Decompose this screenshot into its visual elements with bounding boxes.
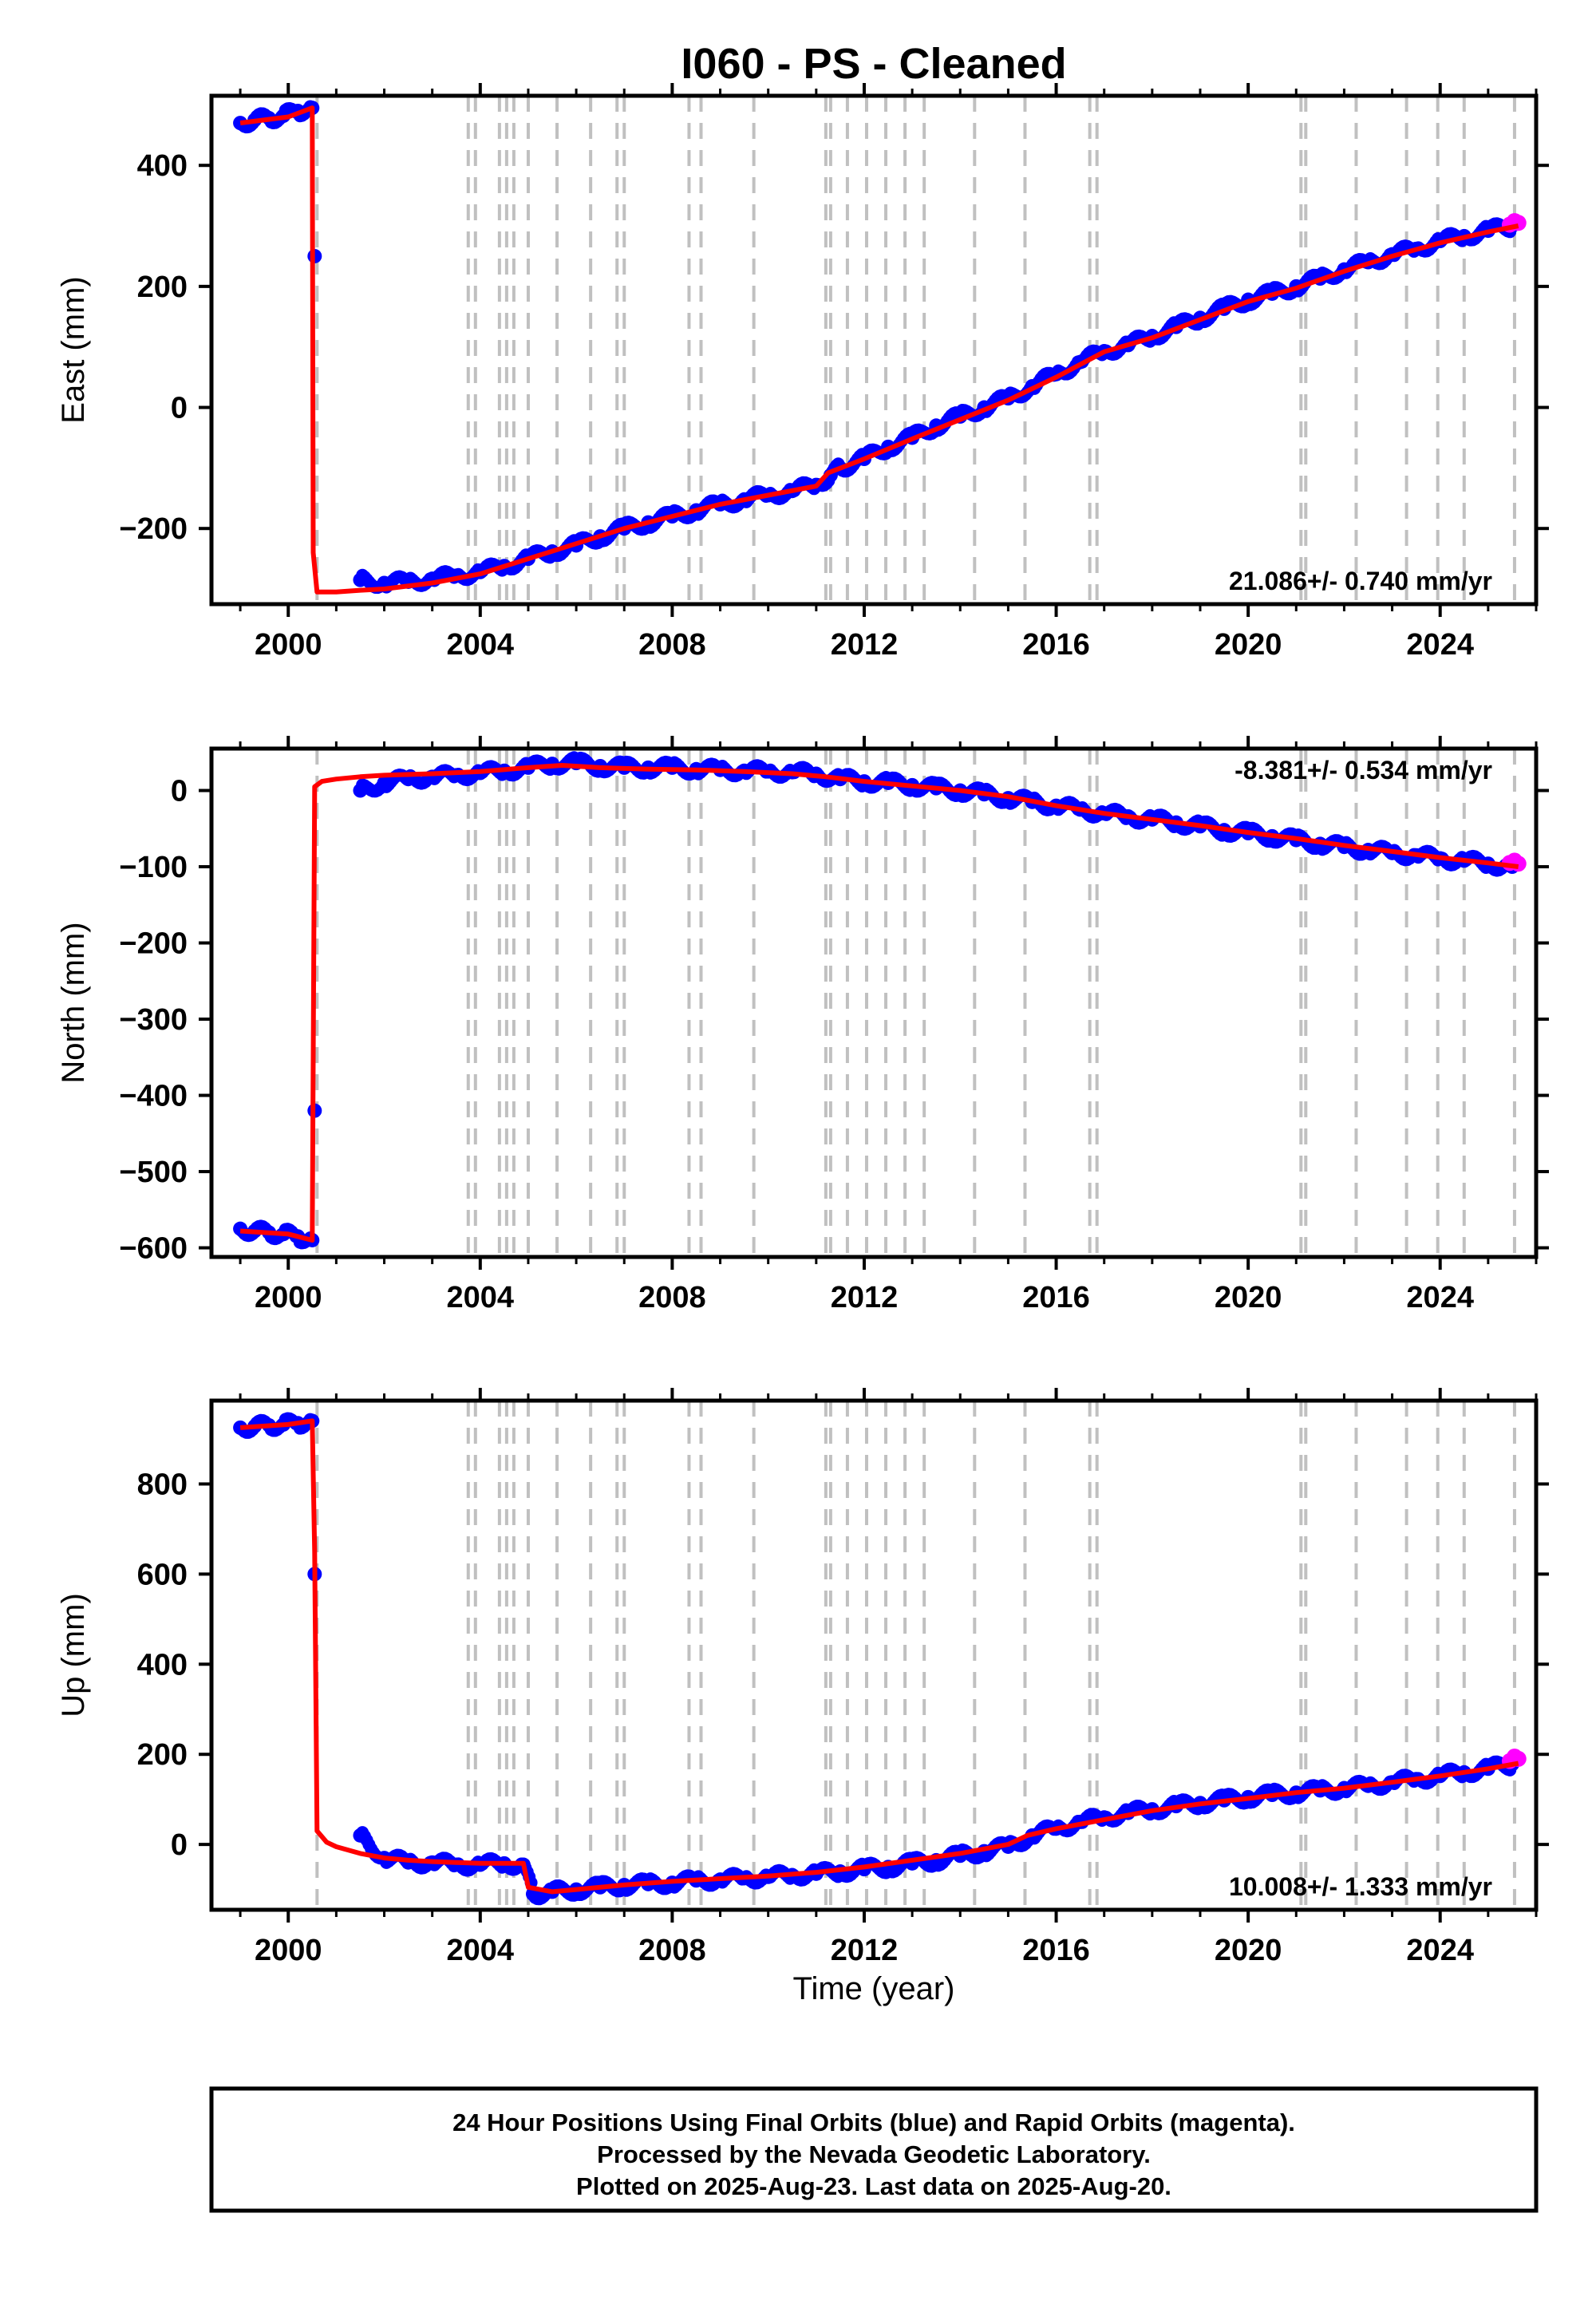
up-y-tick-label: 200 (137, 1738, 188, 1772)
north-panel: −600 −500 −400 −300 −200 −100 0 2000 2004 2008 201… (56, 736, 1549, 1314)
footer-line-3: Plotted on 2025-Aug-23. Last data on 202… (576, 2172, 1171, 2200)
east-y-tick-label: −200 (119, 512, 188, 546)
east-frame (209, 93, 1539, 607)
up-x-tick-label: 2000 (255, 1934, 322, 1967)
up-x-tick-label: 2008 (638, 1934, 706, 1967)
up-y-tick-label: 0 (171, 1828, 188, 1862)
north-frame (209, 746, 1539, 1259)
up-x-tick-label: 2012 (831, 1934, 899, 1967)
north-x-tick-label: 2012 (831, 1281, 899, 1314)
up-frame (209, 1398, 1539, 1912)
north-plot-area (211, 749, 1536, 1257)
up-x-tick-label: 2016 (1022, 1934, 1090, 1967)
north-y-tick-label: −600 (119, 1232, 188, 1266)
up-plot-area (211, 1401, 1536, 1910)
north-x-tick-label: 2016 (1022, 1281, 1090, 1314)
north-y-axis-label: North (mm) (56, 922, 91, 1083)
north-x-tick-label: 2020 (1215, 1281, 1282, 1314)
up-data (233, 1412, 1527, 1906)
north-model-line (239, 763, 1519, 1243)
footer-line-2: Processed by the Nevada Geodetic Laborat… (597, 2140, 1151, 2168)
up-velocity-label: 10.008+/- 1.333 mm/yr (1229, 1872, 1492, 1901)
east-panel: −200 0 200 400 2000 2004 2008 2012 2016 2020 2024 E… (56, 83, 1549, 662)
east-x-tick-label: 2004 (447, 628, 515, 662)
footer-box: 24 Hour Positions Using Final Orbits (bl… (209, 2086, 1539, 2213)
up-y-tick-label: 400 (137, 1648, 188, 1682)
up-y-tick-label: 600 (137, 1558, 188, 1591)
north-x-tick-label: 2008 (638, 1281, 706, 1314)
north-y-tick-label: −300 (119, 1003, 188, 1037)
north-y-tick-label: −200 (119, 927, 188, 961)
up-equipment-changes (315, 1401, 1516, 1910)
east-x-tick-label: 2020 (1215, 628, 1282, 662)
north-x-tick-label: 2000 (255, 1281, 322, 1314)
east-x-tick-label: 2024 (1406, 628, 1474, 662)
east-y-axis-label: East (mm) (56, 276, 91, 423)
east-x-tick-label: 2008 (638, 628, 706, 662)
east-y-tick-label: 200 (137, 271, 188, 304)
east-x-tick-label: 2000 (255, 628, 322, 662)
north-y-tick-label: 0 (171, 775, 188, 808)
up-y-tick-label: 800 (137, 1468, 188, 1501)
north-x-tick-label: 2004 (447, 1281, 515, 1314)
east-data (233, 100, 1527, 595)
east-x-tick-label: 2012 (831, 628, 899, 662)
north-velocity-label: -8.381+/- 0.534 mm/yr (1235, 756, 1492, 785)
north-x-tick-label: 2024 (1406, 1281, 1474, 1314)
footer-line-1: 24 Hour Positions Using Final Orbits (bl… (452, 2109, 1295, 2136)
north-y-tick-label: −500 (119, 1156, 188, 1189)
east-plot-area (211, 96, 1536, 604)
chart-title: I060 - PS - Cleaned (681, 40, 1066, 88)
east-model-line (239, 105, 1519, 595)
up-x-tick-label: 2024 (1406, 1934, 1474, 1967)
up-y-axis-label: Up (mm) (56, 1593, 91, 1717)
north-y-tick-label: −100 (119, 851, 188, 884)
x-axis-label: Time (year) (793, 1971, 955, 2006)
east-x-tick-label: 2016 (1022, 628, 1090, 662)
east-velocity-label: 21.086+/- 0.740 mm/yr (1229, 567, 1492, 595)
north-data (233, 751, 1527, 1250)
east-y-tick-label: 0 (171, 392, 188, 425)
north-y-tick-label: −400 (119, 1080, 188, 1113)
up-x-tick-label: 2020 (1215, 1934, 1282, 1967)
up-x-tick-label: 2004 (447, 1934, 515, 1967)
up-panel: 0 200 400 600 800 2000 2004 2008 2012 2016 2020 202… (56, 1388, 1549, 1967)
east-y-tick-label: 400 (137, 149, 188, 183)
up-model-line (239, 1418, 1519, 1895)
